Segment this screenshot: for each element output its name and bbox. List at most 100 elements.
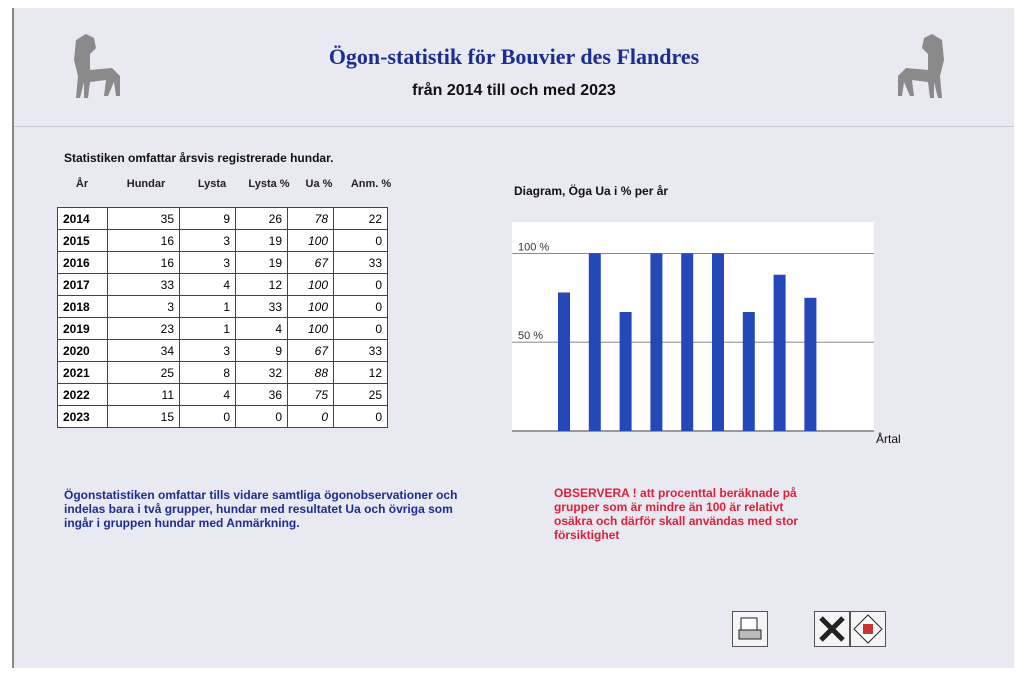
table-row: 2020 34 3 9 67 33 (57, 339, 388, 362)
table-cell: 2018 (57, 295, 108, 318)
column-header: Anm. % (350, 178, 392, 190)
table-cell: 1 (179, 317, 236, 340)
table-cell: 67 (287, 339, 334, 362)
table-cell: 2019 (57, 317, 108, 340)
dog-logo (74, 34, 120, 98)
intro-text: Statistiken omfattar årsvis registrerade… (64, 151, 334, 165)
table-cell: 0 (179, 405, 236, 428)
table-row: 2019 23 1 4 100 0 (57, 317, 388, 340)
table-row: 2015 16 3 19 100 0 (57, 229, 388, 252)
print-button[interactable] (732, 611, 768, 647)
table-cell: 16 (107, 251, 180, 274)
table-cell: 100 (287, 295, 334, 318)
table-cell: 2020 (57, 339, 108, 362)
bar (681, 253, 694, 431)
table-row: 2022 11 4 36 75 25 (57, 383, 388, 406)
table-cell: 9 (235, 339, 288, 362)
table-cell: 0 (333, 273, 388, 296)
close-button[interactable] (814, 611, 850, 647)
warning-text: OBSERVERA ! att procenttal beräknade på … (554, 486, 799, 542)
chart: 50 % 100 % (512, 222, 874, 432)
table-cell: 35 (107, 207, 180, 230)
table-cell: 26 (235, 207, 288, 230)
table-cell: 0 (333, 295, 388, 318)
table-row: 2023 15 0 0 0 0 (57, 405, 388, 428)
table-row: 2016 16 3 19 67 33 (57, 251, 388, 274)
table-cell: 33 (333, 339, 388, 362)
table-row: 2014 35 9 26 78 22 (57, 207, 388, 230)
column-header: År (75, 178, 89, 190)
table-cell: 19 (235, 251, 288, 274)
bar (804, 297, 817, 431)
table-cell: 36 (235, 383, 288, 406)
table-cell: 100 (287, 317, 334, 340)
bar (558, 292, 570, 431)
table-cell: 23 (107, 317, 180, 340)
table-cell: 15 (107, 405, 180, 428)
column-header: Lysta (197, 178, 227, 190)
y-tick-label: 50 % (518, 330, 543, 342)
table-cell: 3 (179, 339, 236, 362)
table-cell: 2017 (57, 273, 108, 296)
bar (588, 253, 601, 431)
table-cell: 78 (287, 207, 334, 230)
column-header: Lysta % (248, 178, 290, 190)
table-cell: 2016 (57, 251, 108, 274)
table-cell: 2023 (57, 405, 108, 428)
stats-table: 2014 35 9 26 78 22 2015 16 3 19 100 0 2016 16 3 19 67 33 2… (57, 207, 388, 428)
table-cell: 34 (107, 339, 180, 362)
y-tick-label: 100 % (518, 241, 549, 253)
column-header: Ua % (305, 178, 333, 190)
table-cell: 16 (107, 229, 180, 252)
table-cell: 2014 (57, 207, 108, 230)
table-cell: 33 (333, 251, 388, 274)
table-cell: 11 (107, 383, 180, 406)
note-text: Ögonstatistiken omfattar tills vidare sa… (64, 488, 458, 530)
table-cell: 100 (287, 273, 334, 296)
x-axis-label: Årtal (876, 432, 901, 446)
table-cell: 1 (179, 295, 236, 318)
table-cell: 0 (287, 405, 334, 428)
table-cell: 19 (235, 229, 288, 252)
table-cell: 2015 (57, 229, 108, 252)
document-button[interactable] (850, 611, 886, 647)
table-cell: 67 (287, 251, 334, 274)
table-cell: 2021 (57, 361, 108, 384)
table-cell: 3 (179, 251, 236, 274)
table-cell: 100 (287, 229, 334, 252)
dog-logo (898, 34, 944, 98)
table-cell: 0 (333, 405, 388, 428)
table-cell: 75 (287, 383, 334, 406)
table-cell: 33 (107, 273, 180, 296)
chart-title: Diagram, Öga Ua i % per år (514, 184, 669, 198)
table-cell: 12 (333, 361, 388, 384)
bar (773, 274, 786, 431)
table-cell: 25 (333, 383, 388, 406)
title: Ögon-statistik för Bouvier des Flandres (328, 44, 700, 69)
table-cell: 3 (179, 229, 236, 252)
table-cell: 12 (235, 273, 288, 296)
subtitle: från 2014 till och med 2023 (412, 82, 616, 99)
divider (14, 126, 1014, 127)
table-cell: 2022 (57, 383, 108, 406)
bar (742, 312, 755, 431)
table-cell: 4 (179, 273, 236, 296)
table-cell: 4 (235, 317, 288, 340)
bar (650, 253, 663, 431)
column-header: Hundar (126, 178, 166, 190)
table-cell: 0 (333, 317, 388, 340)
page: Ögon-statistik för Bouvier des Flandres … (12, 8, 1014, 668)
table-cell: 88 (287, 361, 334, 384)
bar (619, 312, 632, 431)
table-cell: 4 (179, 383, 236, 406)
table-cell: 25 (107, 361, 180, 384)
table-cell: 33 (235, 295, 288, 318)
bar (712, 253, 724, 431)
table-row: 2021 25 8 32 88 12 (57, 361, 388, 384)
table-cell: 3 (107, 295, 180, 318)
table-cell: 9 (179, 207, 236, 230)
table-cell: 0 (333, 229, 388, 252)
table-cell: 32 (235, 361, 288, 384)
table-cell: 0 (235, 405, 288, 428)
table-row: 2018 3 1 33 100 0 (57, 295, 388, 318)
